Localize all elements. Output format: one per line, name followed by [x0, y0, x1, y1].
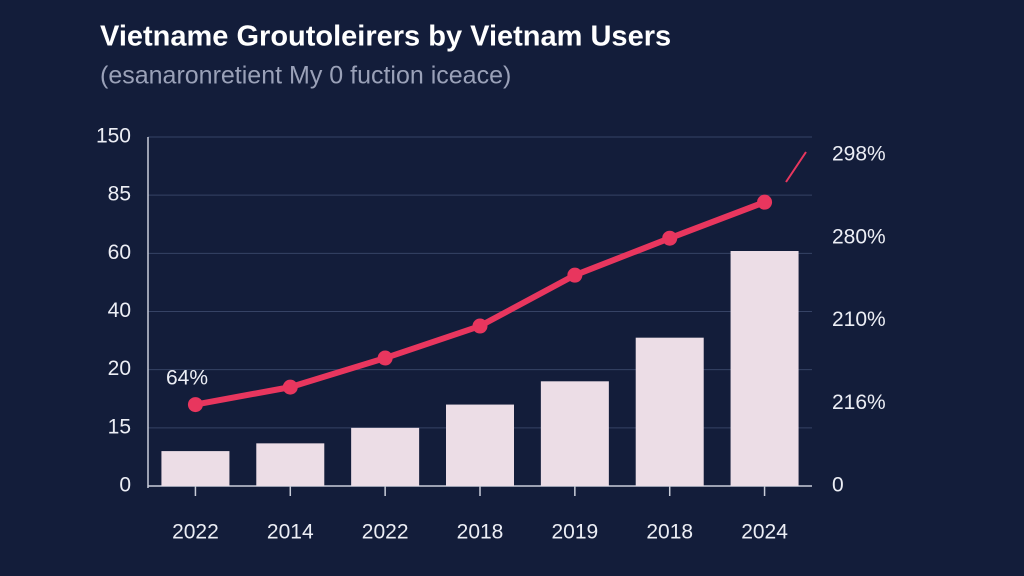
- bar: [540, 381, 609, 486]
- bar: [730, 251, 799, 486]
- y2-tick-label: 280%: [832, 225, 886, 248]
- y-tick-label: 0: [119, 474, 131, 497]
- bar: [351, 427, 420, 486]
- line-point: [757, 194, 773, 210]
- x-tick-label: 2024: [741, 521, 788, 544]
- x-tick-label: 2022: [362, 521, 409, 544]
- chart-subtitle: (esanaronretient My 0 fuction iceace): [100, 62, 511, 90]
- line-point: [567, 267, 583, 283]
- x-tick-label: 2018: [457, 521, 504, 544]
- bar: [446, 404, 514, 486]
- line-point: [187, 397, 203, 413]
- line-point: [282, 379, 298, 395]
- y-tick-label: 60: [108, 241, 131, 264]
- y-tick-label: 40: [108, 299, 131, 322]
- y2-tick-label: 298%: [832, 143, 886, 166]
- line-point: [662, 230, 678, 246]
- bar: [256, 443, 325, 486]
- decoration-arrow: [785, 151, 807, 183]
- y-tick-label: 150: [96, 125, 131, 148]
- chart-title: Vietname Groutoleirers by Vietnam Users: [100, 21, 671, 53]
- line-point: [472, 318, 488, 334]
- x-tick-label: 2019: [551, 521, 598, 544]
- y2-tick-label: 0: [832, 474, 844, 497]
- y2-tick-label: 210%: [832, 308, 886, 331]
- x-tick-label: 2018: [646, 521, 693, 544]
- y-tick-label: 20: [108, 357, 131, 380]
- bar: [161, 451, 230, 486]
- x-tick-label: 2014: [267, 521, 314, 544]
- y2-tick-label: 216%: [832, 391, 886, 414]
- x-tick-label: 2022: [172, 521, 219, 544]
- bar: [635, 337, 704, 486]
- annotation: 64%: [166, 367, 208, 390]
- line-point: [377, 350, 393, 366]
- y-tick-label: 15: [108, 415, 131, 438]
- y-tick-label: 85: [108, 183, 131, 206]
